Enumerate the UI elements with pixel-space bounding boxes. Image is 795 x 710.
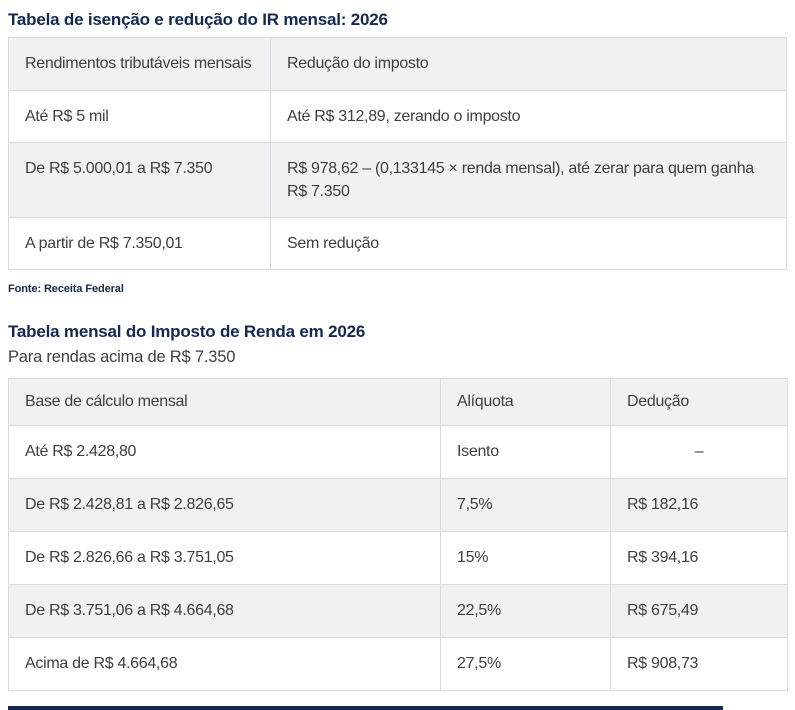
table2-cell-aliquota: Isento (440, 425, 611, 479)
table-row: Acima de R$ 4.664,68 27,5% R$ 908,73 (8, 637, 788, 691)
table-row: De R$ 2.428,81 a R$ 2.826,65 7,5% R$ 182… (8, 478, 788, 532)
table-row: De R$ 3.751,06 a R$ 4.664,68 22,5% R$ 67… (8, 584, 788, 638)
table2-title: Tabela mensal do Imposto de Renda em 202… (8, 322, 366, 341)
table1-header-rendimentos: Rendimentos tributáveis mensais (8, 37, 271, 91)
table2-cell-base: Acima de R$ 4.664,68 (8, 637, 441, 691)
table1-title: Tabela de isenção e redução do IR mensal… (8, 10, 388, 29)
table1-cell-reducao: R$ 978,62 – (0,133145 × renda mensal), a… (270, 142, 787, 218)
table2-cell-deducao: R$ 675,49 (610, 584, 788, 638)
table2-cell-aliquota: 22,5% (440, 584, 611, 638)
table2-cell-base: De R$ 3.751,06 a R$ 4.664,68 (8, 584, 441, 638)
table2-cell-aliquota: 15% (440, 531, 611, 585)
table-row: Até R$ 5 mil Até R$ 312,89, zerando o im… (8, 90, 787, 143)
table2-cell-aliquota: 7,5% (440, 478, 611, 532)
table1-cell-reducao: Sem redução (270, 217, 787, 270)
table-isencao-reducao: Rendimentos tributáveis mensais Redução … (8, 37, 787, 270)
table2-cell-deducao: R$ 908,73 (610, 637, 788, 691)
table1-header-reducao: Redução do imposto (270, 37, 787, 91)
table-imposto-renda: Base de cálculo mensal Alíquota Dedução … (8, 378, 788, 691)
table1-cell-faixa: A partir de R$ 7.350,01 (8, 217, 271, 270)
source-note: Fonte: Receita Federal (8, 283, 124, 295)
table2-cell-base: De R$ 2.826,66 a R$ 3.751,05 (8, 531, 441, 585)
table2-cell-base: De R$ 2.428,81 a R$ 2.826,65 (8, 478, 441, 532)
table-row: De R$ 5.000,01 a R$ 7.350 R$ 978,62 – (0… (8, 142, 787, 218)
table2-header-deducao: Dedução (610, 378, 788, 426)
table2-subtitle: Para rendas acima de R$ 7.350 (8, 348, 236, 366)
table2-header-base: Base de cálculo mensal (8, 378, 441, 426)
table1-cell-reducao: Até R$ 312,89, zerando o imposto (270, 90, 787, 143)
table1-header-row: Rendimentos tributáveis mensais Redução … (8, 37, 787, 91)
table2-cell-deducao: R$ 182,16 (610, 478, 788, 532)
table-row: A partir de R$ 7.350,01 Sem redução (8, 217, 787, 270)
bottom-divider (8, 706, 723, 710)
table2-cell-aliquota: 27,5% (440, 637, 611, 691)
table2-header-aliquota: Alíquota (440, 378, 611, 426)
table-row: De R$ 2.826,66 a R$ 3.751,05 15% R$ 394,… (8, 531, 788, 585)
table-row: Até R$ 2.428,80 Isento – (8, 425, 788, 479)
table1-cell-faixa: De R$ 5.000,01 a R$ 7.350 (8, 142, 271, 218)
table2-cell-base: Até R$ 2.428,80 (8, 425, 441, 479)
table2-header-row: Base de cálculo mensal Alíquota Dedução (8, 378, 788, 426)
table2-cell-deducao: R$ 394,16 (610, 531, 788, 585)
table1-cell-faixa: Até R$ 5 mil (8, 90, 271, 143)
table2-cell-deducao: – (610, 425, 788, 479)
